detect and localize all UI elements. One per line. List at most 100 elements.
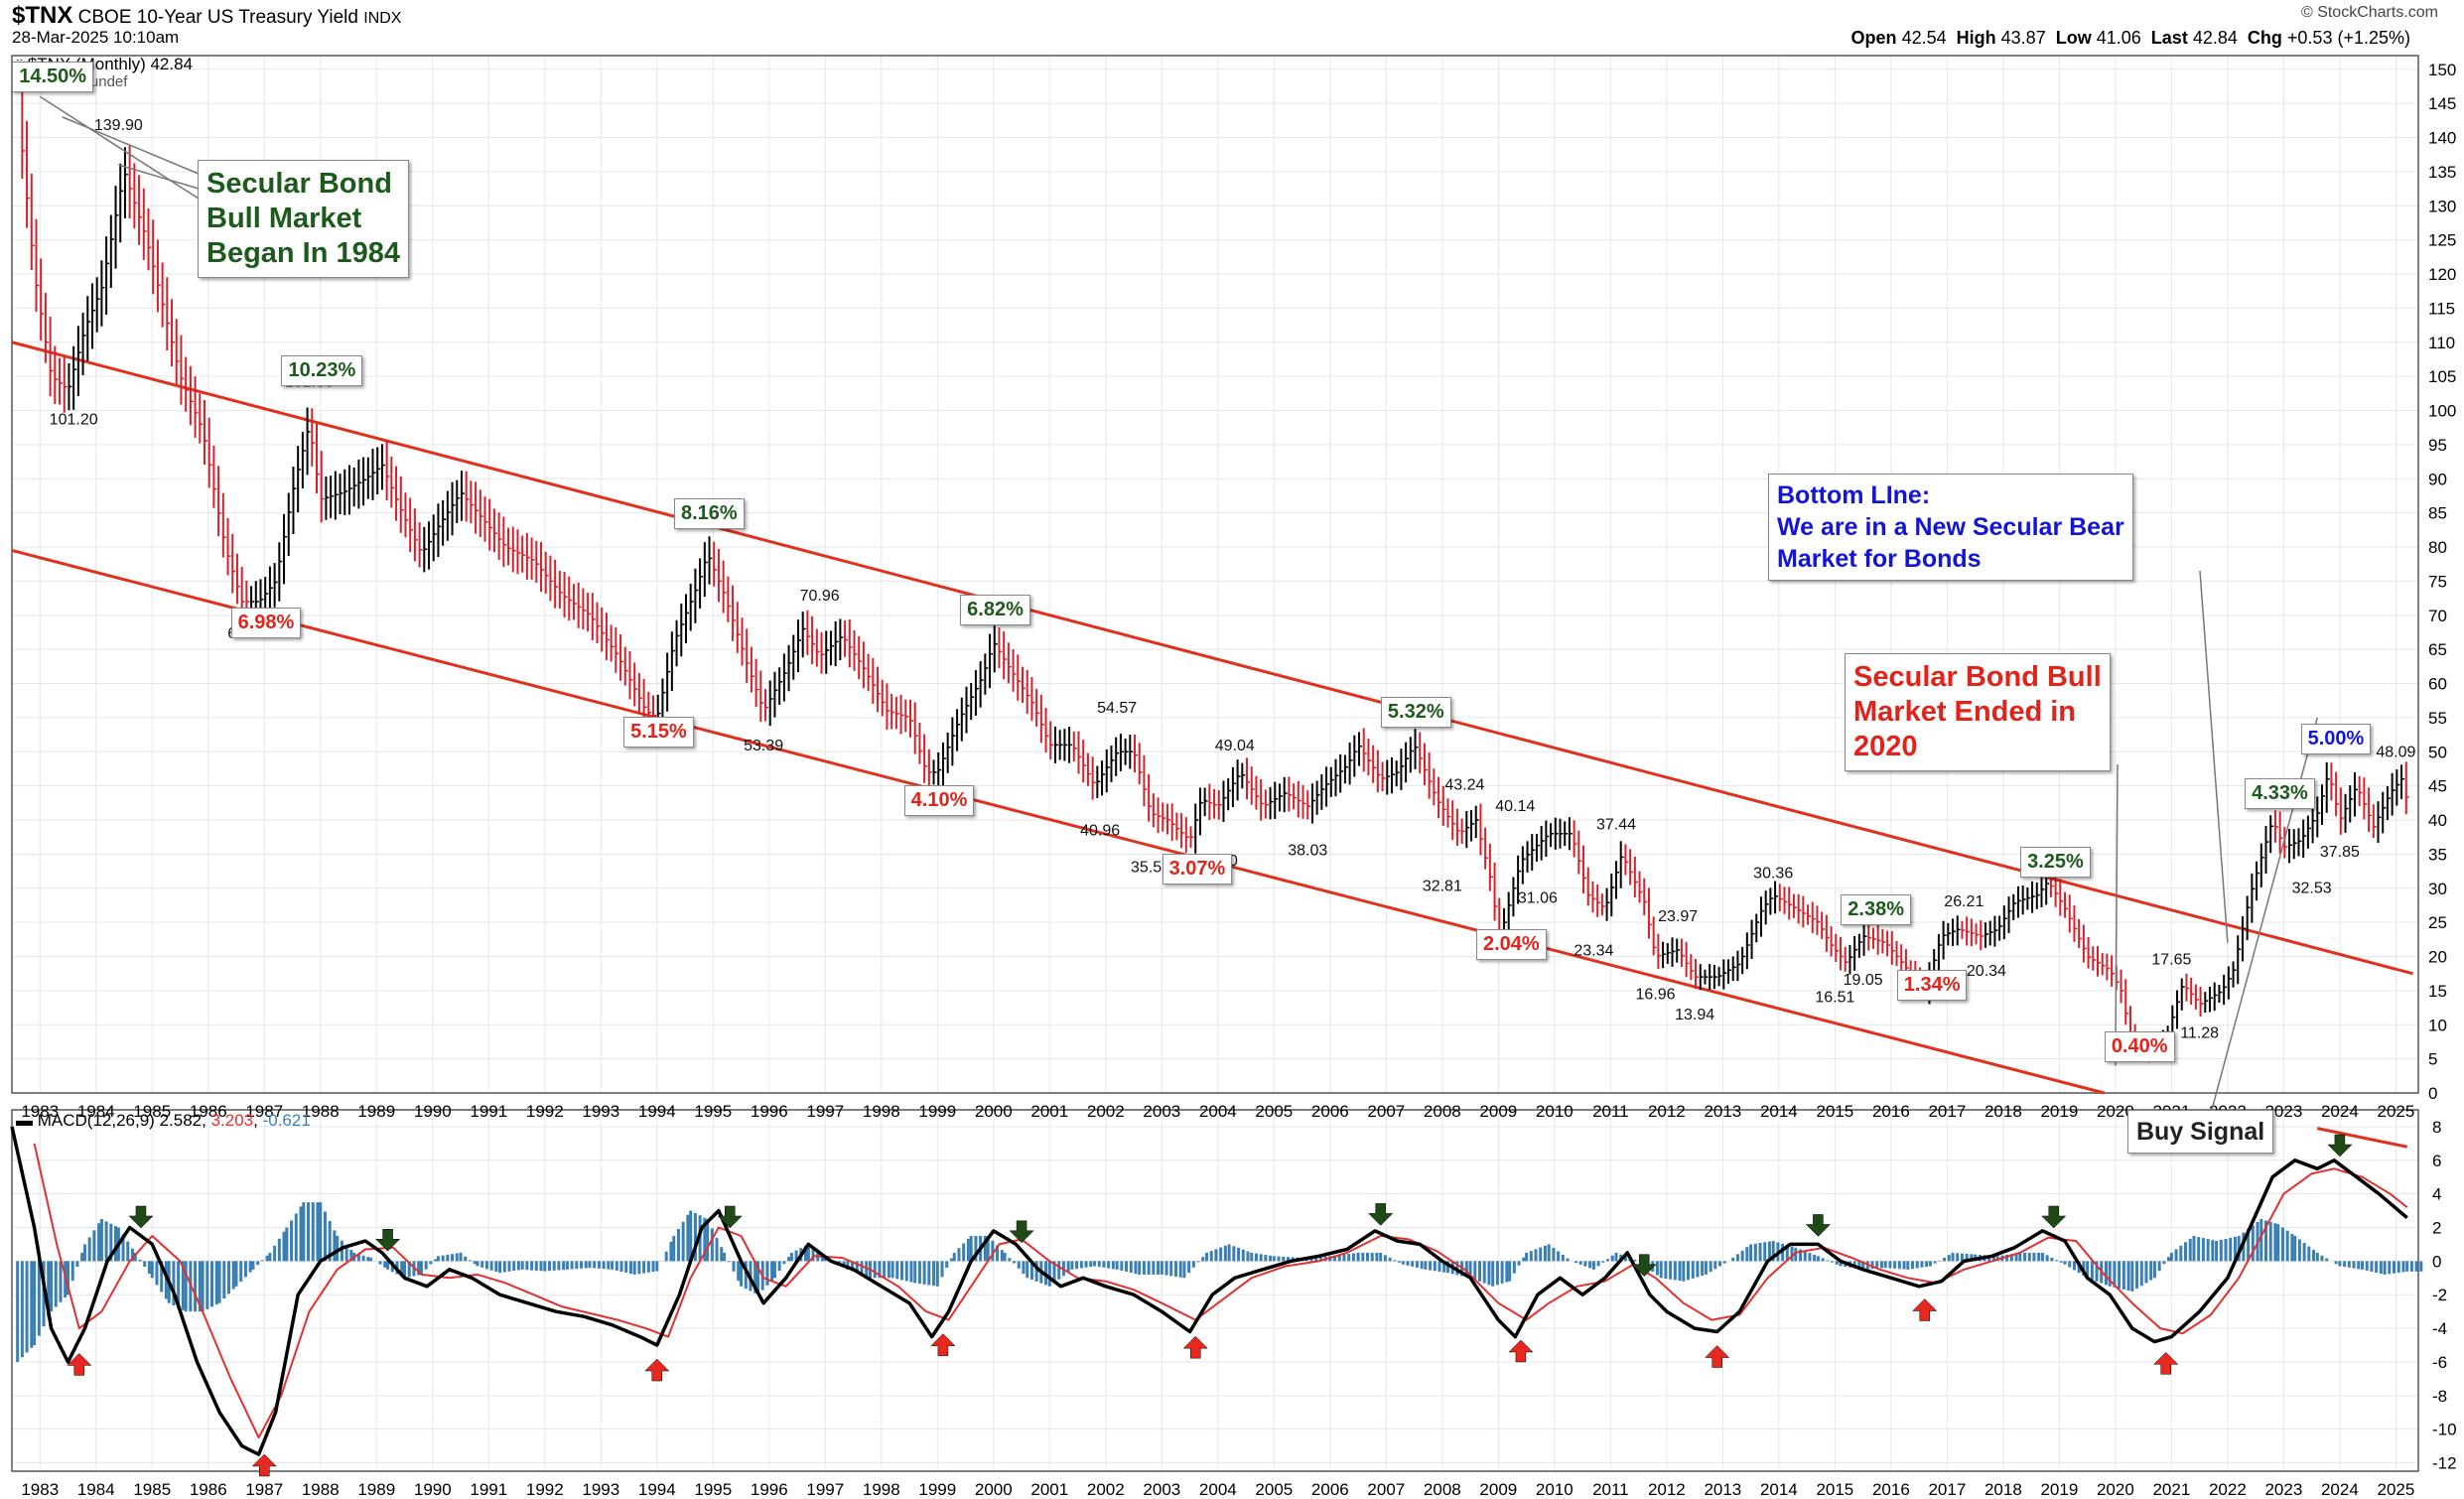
histogram-bar	[520, 1261, 524, 1270]
x-tick-label: 2024	[2321, 1480, 2359, 1499]
histogram-bar	[1442, 1261, 1446, 1273]
histogram-bar	[2357, 1261, 2361, 1270]
histogram-bar	[476, 1261, 479, 1267]
x-tick-label: 2016	[1872, 1480, 1910, 1499]
histogram-bar	[1808, 1253, 1812, 1262]
x-tick-label: 1997	[806, 1480, 844, 1499]
histogram-bar	[516, 1261, 520, 1271]
x-tick-label: 2020	[2097, 1480, 2134, 1499]
histogram-bar	[2273, 1223, 2277, 1262]
histogram-bar	[615, 1261, 618, 1271]
leader-line	[2115, 763, 2119, 1066]
histogram-bar	[1709, 1261, 1712, 1273]
histogram-bar	[2059, 1261, 2063, 1263]
histogram-bar	[2179, 1245, 2183, 1262]
chart-date: 28-Mar-2025 10:10am	[12, 28, 180, 47]
histogram-bar	[2130, 1261, 2134, 1292]
histogram-bar	[534, 1261, 538, 1271]
histogram-bar	[986, 1235, 990, 1262]
histogram-bar	[1445, 1261, 1449, 1274]
macd-tick-label: 2	[2432, 1219, 2441, 1238]
yield-callout: 0.40%	[2104, 1030, 2175, 1062]
histogram-bar	[706, 1219, 710, 1262]
histogram-bar	[2206, 1239, 2210, 1262]
histogram-bar	[2167, 1257, 2171, 1262]
histogram-bar	[400, 1261, 404, 1277]
x-tick-label: 1984	[77, 1102, 115, 1121]
sell-arrow-icon	[128, 1205, 154, 1229]
histogram-bar	[54, 1261, 58, 1307]
macd-signal-arrows	[67, 1134, 2353, 1477]
histogram-bar	[2018, 1252, 2022, 1262]
histogram-bar	[1254, 1253, 1258, 1262]
histogram-bar	[1269, 1255, 1273, 1262]
histogram-bar	[336, 1235, 340, 1262]
x-tick-label: 2001	[1030, 1102, 1068, 1121]
histogram-bar	[87, 1237, 91, 1262]
histogram-bar	[344, 1245, 348, 1262]
histogram-bar	[2152, 1261, 2156, 1279]
histogram-bar	[2405, 1261, 2409, 1272]
leader-line	[118, 164, 200, 190]
buy-signal-note: Buy Signal	[2127, 1110, 2274, 1154]
histogram-bar	[434, 1259, 438, 1262]
histogram-bar	[642, 1261, 646, 1274]
exchange: INDX	[363, 10, 402, 27]
bottom-line-note: Bottom LIne: We are in a New Secular Bea…	[1768, 474, 2133, 581]
x-axis-ticks: 1983 1983 1984 1984 1985 1985 1986 1986 1987 1987…	[21, 1102, 2414, 1499]
histogram-bar	[1870, 1261, 1874, 1270]
histogram-bar	[226, 1261, 230, 1295]
histogram-bar	[429, 1261, 433, 1265]
histogram-bar	[441, 1255, 445, 1262]
histogram-bar	[991, 1240, 995, 1262]
histogram-bar	[646, 1261, 650, 1273]
histogram-bar	[922, 1261, 926, 1285]
histogram-bar	[1129, 1261, 1133, 1274]
leader-line	[62, 116, 200, 175]
yield-callout: 14.50%	[12, 62, 94, 93]
histogram-bar	[962, 1243, 966, 1262]
x-tick-label: 2003	[1143, 1480, 1180, 1499]
histogram-bar	[464, 1256, 468, 1262]
histogram-bar	[1398, 1261, 1402, 1263]
macd-tick-label: -4	[2432, 1319, 2447, 1338]
histogram-bar	[2063, 1261, 2067, 1265]
histogram-bar	[1722, 1261, 1726, 1264]
histogram-bar	[1659, 1261, 1663, 1279]
histogram-bar	[1052, 1261, 1056, 1284]
histogram-bar	[104, 1221, 108, 1262]
histogram-bar	[2045, 1255, 2049, 1262]
histogram-bar	[1718, 1261, 1722, 1267]
histogram-bar	[1704, 1261, 1708, 1275]
x-tick-label: 1996	[751, 1480, 788, 1499]
yield-callout: 4.33%	[2245, 778, 2315, 810]
histogram-bar	[1214, 1249, 1218, 1262]
histogram-bar	[231, 1261, 235, 1290]
histogram-bar	[25, 1261, 29, 1353]
histogram-bar	[30, 1261, 34, 1348]
x-tick-label: 2013	[1704, 1480, 1741, 1499]
histogram-bar	[143, 1261, 147, 1268]
x-tick-label: 2016	[1872, 1102, 1910, 1121]
histogram-bar	[1259, 1254, 1263, 1262]
histogram-bar	[1965, 1253, 1969, 1262]
histogram-bar	[2293, 1235, 2297, 1262]
macd-tick-label: -8	[2432, 1387, 2447, 1406]
histogram-bar	[436, 1256, 440, 1262]
histogram-bar	[328, 1220, 332, 1262]
histogram-bar	[1588, 1261, 1592, 1269]
x-tick-label: 2005	[1255, 1480, 1293, 1499]
histogram-bar	[1557, 1251, 1561, 1262]
histogram-bar	[2197, 1237, 2201, 1262]
histogram-bar	[1839, 1261, 1843, 1267]
histogram-bar	[59, 1261, 63, 1302]
histogram-bar	[1424, 1261, 1428, 1270]
histogram-bar	[1875, 1261, 1879, 1269]
histogram-bar	[1920, 1261, 1924, 1268]
histogram-bar	[878, 1261, 882, 1279]
price-value-label: 32.53	[2292, 880, 2332, 896]
histogram-bar	[210, 1261, 214, 1307]
histogram-bar	[1138, 1261, 1142, 1275]
histogram-bar	[1790, 1246, 1794, 1262]
histogram-bar	[1000, 1250, 1004, 1262]
